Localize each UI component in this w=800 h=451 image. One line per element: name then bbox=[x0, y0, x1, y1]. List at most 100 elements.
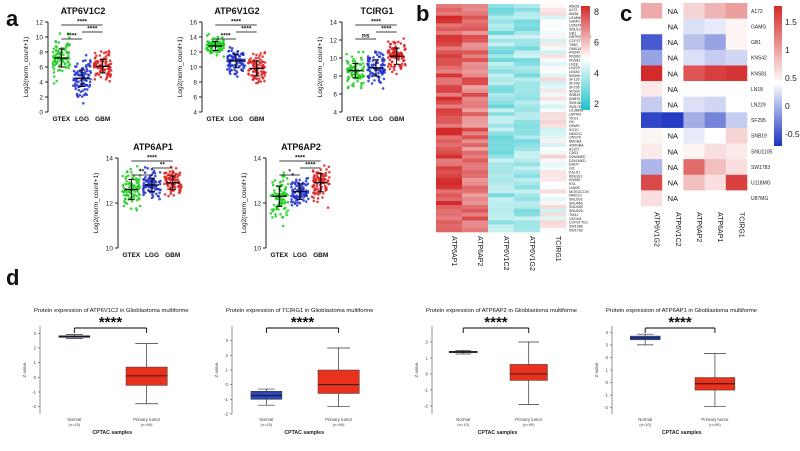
data-point bbox=[71, 84, 75, 88]
data-point bbox=[135, 198, 139, 202]
data-point bbox=[392, 68, 396, 72]
data-point bbox=[52, 71, 56, 74]
data-point bbox=[391, 51, 394, 55]
heatmap-b-cell bbox=[488, 58, 515, 63]
heatmap-c-row-label: SNU1105 bbox=[751, 149, 773, 155]
data-point bbox=[257, 77, 261, 80]
y-tick-label: -1 bbox=[424, 388, 428, 393]
data-point bbox=[315, 171, 319, 174]
data-point bbox=[92, 65, 96, 69]
heatmap-c-cell bbox=[662, 34, 684, 51]
heatmap-b-cell bbox=[462, 166, 489, 171]
heatmap-c-column-label: ATP6AP2 bbox=[695, 212, 702, 242]
heatmap-c-colorbar-tick: 1 bbox=[785, 45, 790, 55]
data-point bbox=[389, 42, 392, 46]
data-point bbox=[381, 70, 385, 73]
data-point bbox=[367, 79, 370, 83]
data-point bbox=[157, 195, 161, 198]
data-point bbox=[259, 58, 262, 61]
heatmap-b-column-atp6v1c2 bbox=[488, 4, 515, 233]
heatmap-b-cell bbox=[514, 96, 541, 101]
data-point bbox=[165, 180, 169, 183]
data-point bbox=[346, 86, 350, 90]
significance-label: **** bbox=[77, 19, 88, 26]
heatmap-b-cell bbox=[462, 19, 489, 24]
heatmap-b-row-label: LN340 bbox=[569, 70, 580, 74]
data-point bbox=[134, 207, 138, 210]
data-point bbox=[124, 182, 127, 186]
data-point bbox=[276, 192, 279, 196]
heatmap-b-cell bbox=[540, 42, 567, 47]
data-point bbox=[377, 55, 381, 59]
data-point bbox=[74, 85, 77, 88]
y-axis-label: Log2(norm_count+1) bbox=[241, 173, 248, 234]
data-point bbox=[142, 191, 145, 195]
data-point bbox=[67, 32, 70, 35]
heatmap-b-cell bbox=[514, 177, 541, 183]
y-tick-label: 4 bbox=[333, 110, 337, 117]
heatmap-b-cell bbox=[462, 220, 489, 225]
data-point bbox=[99, 50, 103, 53]
data-point bbox=[376, 53, 379, 57]
data-point bbox=[374, 51, 377, 54]
heatmap-b-cell bbox=[436, 139, 463, 144]
data-point bbox=[144, 175, 147, 179]
heatmap-b-cell bbox=[540, 46, 567, 51]
data-point bbox=[360, 73, 364, 76]
data-point bbox=[81, 59, 85, 63]
heatmap-b-colorbar bbox=[581, 6, 590, 110]
heatmap-c-cell bbox=[704, 3, 727, 19]
data-point bbox=[378, 51, 381, 54]
data-point bbox=[271, 216, 274, 219]
boxplot-title: Protein expression of ATP6AP2 in Gliobla… bbox=[426, 308, 577, 314]
data-point bbox=[151, 193, 154, 196]
significance-label: **** bbox=[381, 26, 392, 33]
heatmap-b-cell bbox=[436, 193, 463, 198]
data-point bbox=[209, 49, 213, 52]
heatmap-c-cell bbox=[725, 174, 748, 191]
data-point bbox=[259, 52, 263, 55]
heatmap-b-cell bbox=[462, 193, 489, 198]
heatmap-b-cell bbox=[488, 92, 515, 98]
heatmap-b-cell bbox=[488, 112, 515, 117]
data-point bbox=[169, 165, 173, 169]
y-axis-label: Log2(norm_count+1) bbox=[93, 173, 100, 234]
heatmap-b-cell bbox=[436, 158, 463, 163]
heatmap-b-cell bbox=[462, 65, 489, 70]
data-point bbox=[52, 67, 56, 71]
heatmap-c-row-ln18: NA bbox=[641, 81, 748, 97]
heatmap-b-cell bbox=[540, 150, 567, 156]
heatmap-b-cell bbox=[488, 166, 515, 171]
data-point bbox=[230, 68, 233, 72]
heatmap-b-cell bbox=[514, 11, 541, 16]
heatmap-b-cell bbox=[514, 116, 541, 121]
data-point bbox=[324, 174, 328, 177]
data-point bbox=[382, 77, 386, 81]
heatmap-c-cell bbox=[725, 127, 748, 144]
data-point bbox=[166, 182, 169, 186]
data-point bbox=[169, 177, 173, 181]
data-point bbox=[143, 166, 147, 169]
data-point bbox=[165, 175, 168, 178]
heatmap-b-cell bbox=[462, 34, 489, 40]
data-point bbox=[218, 49, 221, 53]
heatmap-b-cell bbox=[540, 11, 567, 16]
heatmap-b-cell bbox=[488, 65, 515, 70]
data-point bbox=[83, 72, 87, 76]
data-point bbox=[327, 182, 331, 186]
heatmap-b-cell bbox=[514, 92, 541, 98]
data-point bbox=[209, 51, 212, 55]
data-point bbox=[281, 175, 284, 178]
heatmap-b-cell bbox=[514, 150, 541, 156]
significance-label: ns bbox=[362, 33, 370, 40]
heatmap-b-cell bbox=[436, 65, 463, 70]
heatmap-b-cell bbox=[540, 89, 567, 94]
x-axis-label: CPTAC samples bbox=[92, 430, 132, 436]
data-point bbox=[361, 50, 365, 54]
data-point bbox=[211, 46, 214, 50]
data-point bbox=[157, 180, 161, 184]
data-point bbox=[346, 79, 349, 82]
data-point bbox=[282, 171, 286, 175]
data-point bbox=[225, 68, 229, 71]
y-tick-label: 6 bbox=[39, 65, 43, 72]
